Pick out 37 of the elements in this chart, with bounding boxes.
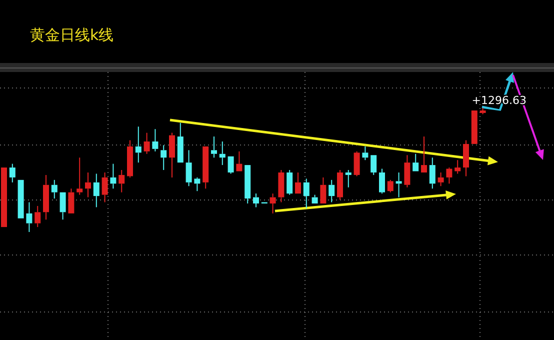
chart-title: 黄金日线k线 bbox=[30, 26, 114, 44]
candlestick bbox=[160, 144, 167, 170]
candlestick bbox=[303, 178, 310, 209]
candlestick bbox=[270, 193, 276, 214]
candlestick bbox=[43, 174, 49, 220]
candlestick bbox=[34, 205, 41, 228]
candlestick bbox=[135, 126, 142, 164]
candlestick bbox=[396, 172, 402, 198]
candlestick bbox=[152, 128, 158, 152]
candlestick bbox=[438, 172, 444, 187]
candlestick bbox=[186, 150, 192, 187]
candlestick bbox=[85, 172, 91, 198]
candlestick bbox=[337, 170, 343, 200]
candlestick bbox=[454, 160, 461, 174]
candlestick bbox=[253, 193, 259, 208]
candlestick bbox=[144, 132, 150, 154]
candlestick bbox=[429, 157, 436, 190]
candlestick bbox=[51, 179, 58, 200]
candlestick bbox=[328, 179, 335, 203]
candlestick bbox=[345, 170, 352, 188]
candlestick bbox=[211, 136, 217, 158]
candlestick bbox=[76, 157, 83, 196]
candlestick bbox=[118, 170, 125, 193]
candlestick bbox=[9, 163, 16, 183]
candlestick bbox=[127, 140, 133, 178]
candlestick bbox=[110, 163, 116, 190]
candlestick bbox=[404, 154, 410, 188]
candlestick bbox=[102, 172, 108, 203]
candlestick bbox=[26, 202, 32, 232]
candlestick bbox=[286, 170, 293, 196]
candlestick bbox=[93, 173, 100, 208]
candlestick bbox=[169, 132, 175, 178]
candlestick bbox=[278, 170, 284, 203]
candlestick bbox=[362, 146, 368, 161]
candlestick bbox=[446, 167, 452, 184]
candlestick bbox=[463, 140, 469, 177]
candlestick bbox=[219, 140, 226, 166]
